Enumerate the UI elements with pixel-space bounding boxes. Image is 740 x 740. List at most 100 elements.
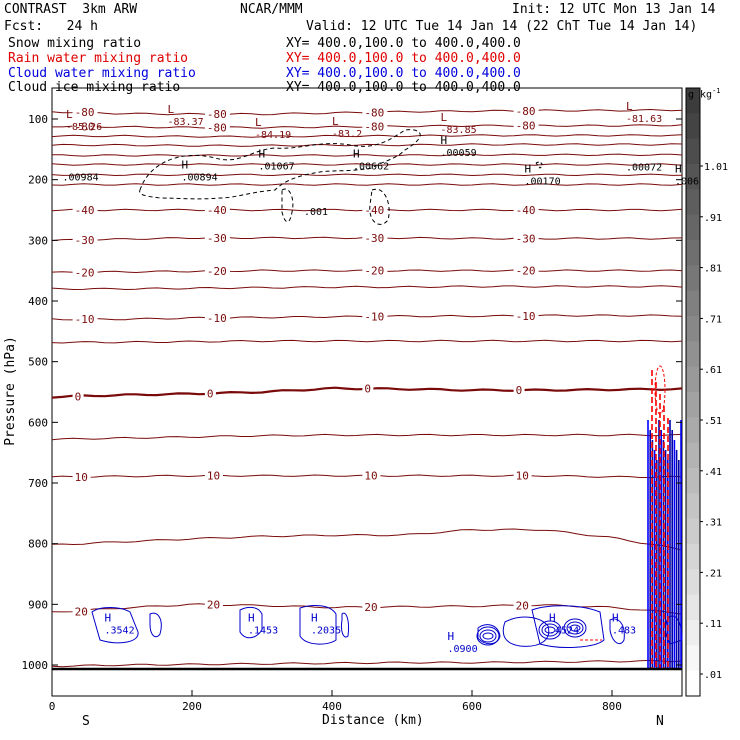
colorbar-frame xyxy=(685,87,701,697)
contour-label-bg xyxy=(72,605,91,618)
temperature-contour-line xyxy=(51,659,683,668)
contour-label-bg xyxy=(204,231,230,244)
max-label-letter: H xyxy=(182,158,189,171)
cloud-water-label-letter: H xyxy=(549,612,556,625)
temperature-contour-label: 0 xyxy=(75,391,82,404)
contour-label-bg xyxy=(513,309,539,322)
y-tick-label: 800 xyxy=(28,538,48,551)
colorbar-segment xyxy=(686,113,700,140)
cloud-water-label-letter: H xyxy=(248,612,255,625)
temperature-contour-label: -80 xyxy=(516,105,536,118)
colorbar-segment xyxy=(686,341,700,368)
contour-label-bg xyxy=(204,265,230,278)
min-label-letter: L xyxy=(441,111,448,124)
y-axis-label: Pressure (hPa) xyxy=(2,336,18,446)
colorbar-segment xyxy=(686,189,700,216)
temperature-contour-label: -80 xyxy=(75,120,95,133)
temperature-contour-line xyxy=(51,433,683,441)
temperature-contour-line xyxy=(51,285,683,291)
x-end-right: N xyxy=(656,714,664,729)
snow-contour xyxy=(139,129,421,200)
x-tick-label: 600 xyxy=(462,700,482,713)
contour-label-bg xyxy=(204,469,223,482)
y-tick-label: 200 xyxy=(28,174,48,187)
colorbar-segment xyxy=(686,290,700,317)
colorbar-segment xyxy=(686,240,700,266)
colorbar-level-label: .91 xyxy=(704,213,722,224)
colorbar-segment xyxy=(686,88,700,114)
snow-contour xyxy=(281,188,294,223)
temperature-contour-label: -20 xyxy=(516,265,536,278)
y-tick-label: 600 xyxy=(28,416,48,429)
cloud-water-ring xyxy=(476,626,500,646)
temperature-contour-line xyxy=(51,143,683,147)
min-label-value: -85.26 xyxy=(66,122,102,133)
rain-water-contour xyxy=(654,365,666,415)
cloud-water-label-letter: H xyxy=(105,612,112,625)
y-tick-label: 100 xyxy=(28,113,48,126)
temperature-contour-label: -30 xyxy=(75,234,95,247)
contour-label-bg xyxy=(204,204,230,216)
contour-label-bg xyxy=(72,106,98,119)
temperature-contour-label: -20 xyxy=(207,265,227,278)
colorbar-level-label: .81 xyxy=(704,264,722,275)
cloud-water-ring xyxy=(541,623,559,637)
temperature-contour-label: 20 xyxy=(516,600,529,613)
cloud-water-label-value: .3542 xyxy=(105,626,135,637)
init-time: Init: 12 UTC Mon 13 Jan 14 xyxy=(512,2,716,17)
colorbar-segment xyxy=(686,316,700,342)
colorbar-segment xyxy=(686,442,700,469)
max-label-value: .00662 xyxy=(353,162,389,173)
contour-label-bg xyxy=(72,470,91,483)
contour-label-bg xyxy=(513,469,532,482)
contour-label-bg xyxy=(513,384,525,397)
y-tick-label: 400 xyxy=(28,295,48,308)
max-label-value: .00059 xyxy=(441,148,477,159)
temperature-contour-label: -10 xyxy=(364,311,384,324)
cloud-water-contour xyxy=(502,616,550,647)
temperature-contour-label: -40 xyxy=(516,204,536,217)
colorbar-unit-text: g kg xyxy=(688,89,713,101)
y-tick-label: 900 xyxy=(28,598,48,611)
temperature-contour-label: -80 xyxy=(364,107,384,120)
temperature-contour-label: -80 xyxy=(364,121,384,134)
cloud-water-contours xyxy=(91,420,683,668)
org-label: NCAR/MMM xyxy=(240,2,303,17)
colorbar-segment xyxy=(686,493,700,520)
contour-label-bg xyxy=(72,234,98,247)
cloud-water-label-value: .4524 xyxy=(549,626,579,637)
x-tick-label: 400 xyxy=(322,700,342,713)
min-label-letter: L xyxy=(66,108,73,121)
colorbar-segment xyxy=(686,468,700,494)
cloud-water-ring xyxy=(482,632,494,640)
contour-label-bg xyxy=(513,204,539,216)
contour-label-bg xyxy=(362,310,388,323)
temperature-contour-label: 10 xyxy=(364,470,377,483)
temperature-contour-label: 20 xyxy=(75,605,88,618)
temperature-contour-label: -10 xyxy=(207,312,227,325)
cloud-water-ring xyxy=(563,618,587,638)
cloud-water-contour xyxy=(149,612,162,638)
field-cloud-ice-xy: XY= 400.0,100.0 to 400.0,400.0 xyxy=(286,80,521,95)
temperature-contour-line xyxy=(51,528,683,551)
valid-time: Valid: 12 UTC Tue 14 Jan 14 (22 ChT Tue … xyxy=(306,19,698,34)
snow-contour xyxy=(535,161,543,169)
field-cloud-ice: Cloud ice mixing ratio xyxy=(8,80,181,95)
min-label-letter: L xyxy=(255,116,262,129)
contour-label-bg xyxy=(72,266,98,279)
contour-label-bg xyxy=(362,106,388,119)
temperature-contour-label: 0 xyxy=(364,383,371,396)
contour-label-bg xyxy=(362,601,381,614)
min-label-value: -83.37 xyxy=(168,117,204,128)
max-label-letter: H xyxy=(259,148,266,161)
x-end-left: S xyxy=(82,714,90,729)
field-cloud-water: Cloud water mixing ratio xyxy=(8,66,196,81)
field-rain: Rain water mixing ratio xyxy=(8,51,189,66)
contour-label-bg xyxy=(362,231,388,244)
colorbar-level-label: .71 xyxy=(704,314,722,325)
colorbar-level-label: .01 xyxy=(704,670,722,681)
colorbar-segment xyxy=(686,164,700,190)
cloud-water-contour xyxy=(531,605,605,648)
contour-label-bg xyxy=(204,387,216,400)
